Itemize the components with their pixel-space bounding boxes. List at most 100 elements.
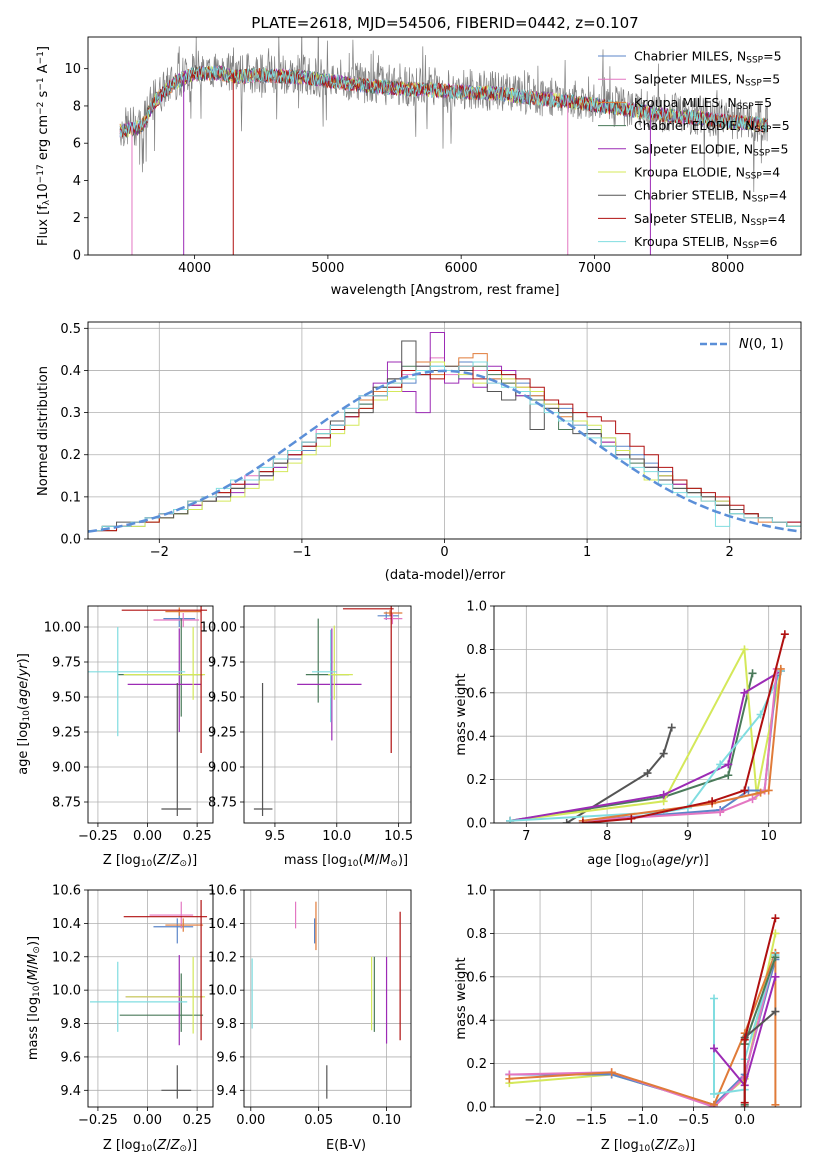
label-part: s: [36, 90, 51, 101]
label-part: Z: [668, 1138, 679, 1153]
x-tick-label: −1.0: [627, 1113, 659, 1128]
x-tick-label: 10.5: [384, 829, 413, 844]
y-tick-label: 8: [73, 99, 81, 114]
label-part: age [log: [587, 853, 640, 868]
label-part: Z: [654, 1138, 665, 1153]
x-axis-label: Z [log10(Z/Z⊙)]: [601, 1138, 695, 1154]
y-tick-label: 9.8: [60, 1017, 81, 1032]
label-part: yr: [16, 662, 31, 678]
chart-7: −2.0 −1.5 −1.0 −0.5 0.0 0.0 0.2 0.4 0.6 0.8 1.0 mas…: [454, 884, 802, 1154]
y-tick-label: 8.75: [52, 796, 81, 811]
label-part: ]: [36, 46, 51, 51]
data-point: [771, 914, 780, 923]
model-spectrum-line: [119, 65, 769, 138]
errorbar: [165, 918, 204, 932]
x-tick-label: 9.5: [265, 829, 286, 844]
y-tick-label: 0.6: [466, 970, 487, 985]
data-point: [627, 814, 636, 823]
data-point: [710, 1044, 719, 1053]
label-part: )]: [187, 853, 197, 868]
data-point: [710, 1089, 719, 1098]
y-tick-label: 10.00: [44, 621, 81, 636]
legend-label: Kroupa STELIB, NSSP=6: [634, 234, 778, 251]
line-series: [578, 630, 789, 823]
y-tick-label: 9.75: [208, 656, 237, 671]
label-part: /: [375, 853, 380, 868]
label-part: SSP: [752, 195, 769, 205]
model-spectrum-line: [119, 65, 769, 138]
label-part: )]: [26, 936, 41, 946]
errorbar: [305, 618, 350, 703]
label-part: )]: [16, 653, 31, 663]
chart-3: 9.5 10.0 10.5 8.75 9.00 9.25 9.50 9.75 10.00 mass…: [200, 605, 413, 869]
label-part: )]: [398, 853, 408, 868]
y-tick-label: 2: [73, 211, 81, 226]
data-point: [505, 1074, 514, 1083]
label-part: age [log: [16, 722, 31, 775]
y-tick-label: 0.4: [466, 1014, 487, 1029]
label-part: Z: [156, 853, 167, 868]
x-tick-label: 10: [760, 829, 777, 844]
label-part: Salpeter ELODIE, N: [634, 141, 753, 156]
label-part: SSP: [745, 79, 762, 89]
data-point: [756, 788, 765, 797]
label-part: Kroupa ELODIE, N: [634, 165, 745, 180]
y-tick-label: 0.2: [466, 773, 487, 788]
x-tick-label: −0.25: [78, 1113, 118, 1128]
plot-area: [88, 606, 213, 823]
label-part: /: [166, 853, 171, 868]
errorbar: [312, 629, 337, 723]
legend-label: Chabrier ELODIE, NSSP=5: [634, 118, 790, 135]
x-tick-label: −2.0: [524, 1113, 556, 1128]
label-part: Chabrier STELIB, N: [634, 188, 752, 203]
y-tick-label: 9.00: [52, 761, 81, 776]
data-point: [740, 645, 749, 654]
label-part: Z: [170, 853, 181, 868]
y-tick-label: 10.6: [208, 884, 237, 899]
label-part: ⊙: [677, 1144, 685, 1154]
axes-frame: [87, 605, 214, 824]
legend-label: Chabrier MILES, NSSP=5: [634, 49, 782, 66]
label-part: SSP: [750, 218, 767, 228]
label-part: =5: [754, 95, 772, 110]
label-part: Chabrier MILES, N: [634, 49, 746, 64]
plot-area: [88, 890, 213, 1107]
y-tick-label: 9.50: [208, 691, 237, 706]
data-point: [740, 1098, 749, 1107]
label-part: /: [664, 1138, 669, 1153]
chart-4: 7 8 9 10 0.0 0.2 0.4 0.6 0.8 1.0 mass weight age [l…: [454, 600, 802, 869]
plot-area: [119, 37, 769, 255]
y-tick-label: 10.4: [208, 917, 237, 932]
series-line: [509, 952, 777, 1107]
x-axis-label: Z [log10(Z/Z⊙)]: [103, 853, 197, 869]
label-part: M: [364, 853, 375, 868]
label-part: mass [log: [26, 997, 41, 1060]
x-tick-label: 2: [726, 545, 734, 560]
x-tick-label: 6000: [445, 261, 478, 276]
x-tick-label: 8: [603, 829, 611, 844]
errorbar: [88, 627, 186, 737]
axes-frame: [87, 889, 214, 1108]
label-part: 10: [347, 859, 359, 869]
series-line: [510, 673, 754, 822]
data-point: [659, 749, 668, 758]
x-tick-label: 0.00: [133, 829, 162, 844]
label-part: M: [379, 853, 390, 868]
x-tick-label: 10.0: [322, 829, 351, 844]
y-tick-label: 9.00: [208, 761, 237, 776]
x-tick-label: 0.00: [133, 1113, 162, 1128]
label-part: ⊙: [390, 859, 398, 869]
y-axis-label: mass weight: [454, 673, 469, 755]
data-point: [724, 760, 733, 769]
label-part: Z [log: [103, 853, 141, 868]
y-tick-label: 9.6: [60, 1050, 81, 1065]
data-point: [578, 819, 587, 823]
chart-5: −0.25 0.00 0.25 9.4 9.6 9.8 10.0 10.2 10.4 10.6 Z …: [26, 884, 214, 1154]
y-axis-label: mass weight: [454, 957, 469, 1039]
y-tick-label: 10.0: [52, 984, 81, 999]
y-axis-label: mass [log10(M/M⊙)]: [26, 936, 42, 1060]
label-part: −1: [36, 51, 46, 64]
axes-frame: [493, 605, 802, 824]
